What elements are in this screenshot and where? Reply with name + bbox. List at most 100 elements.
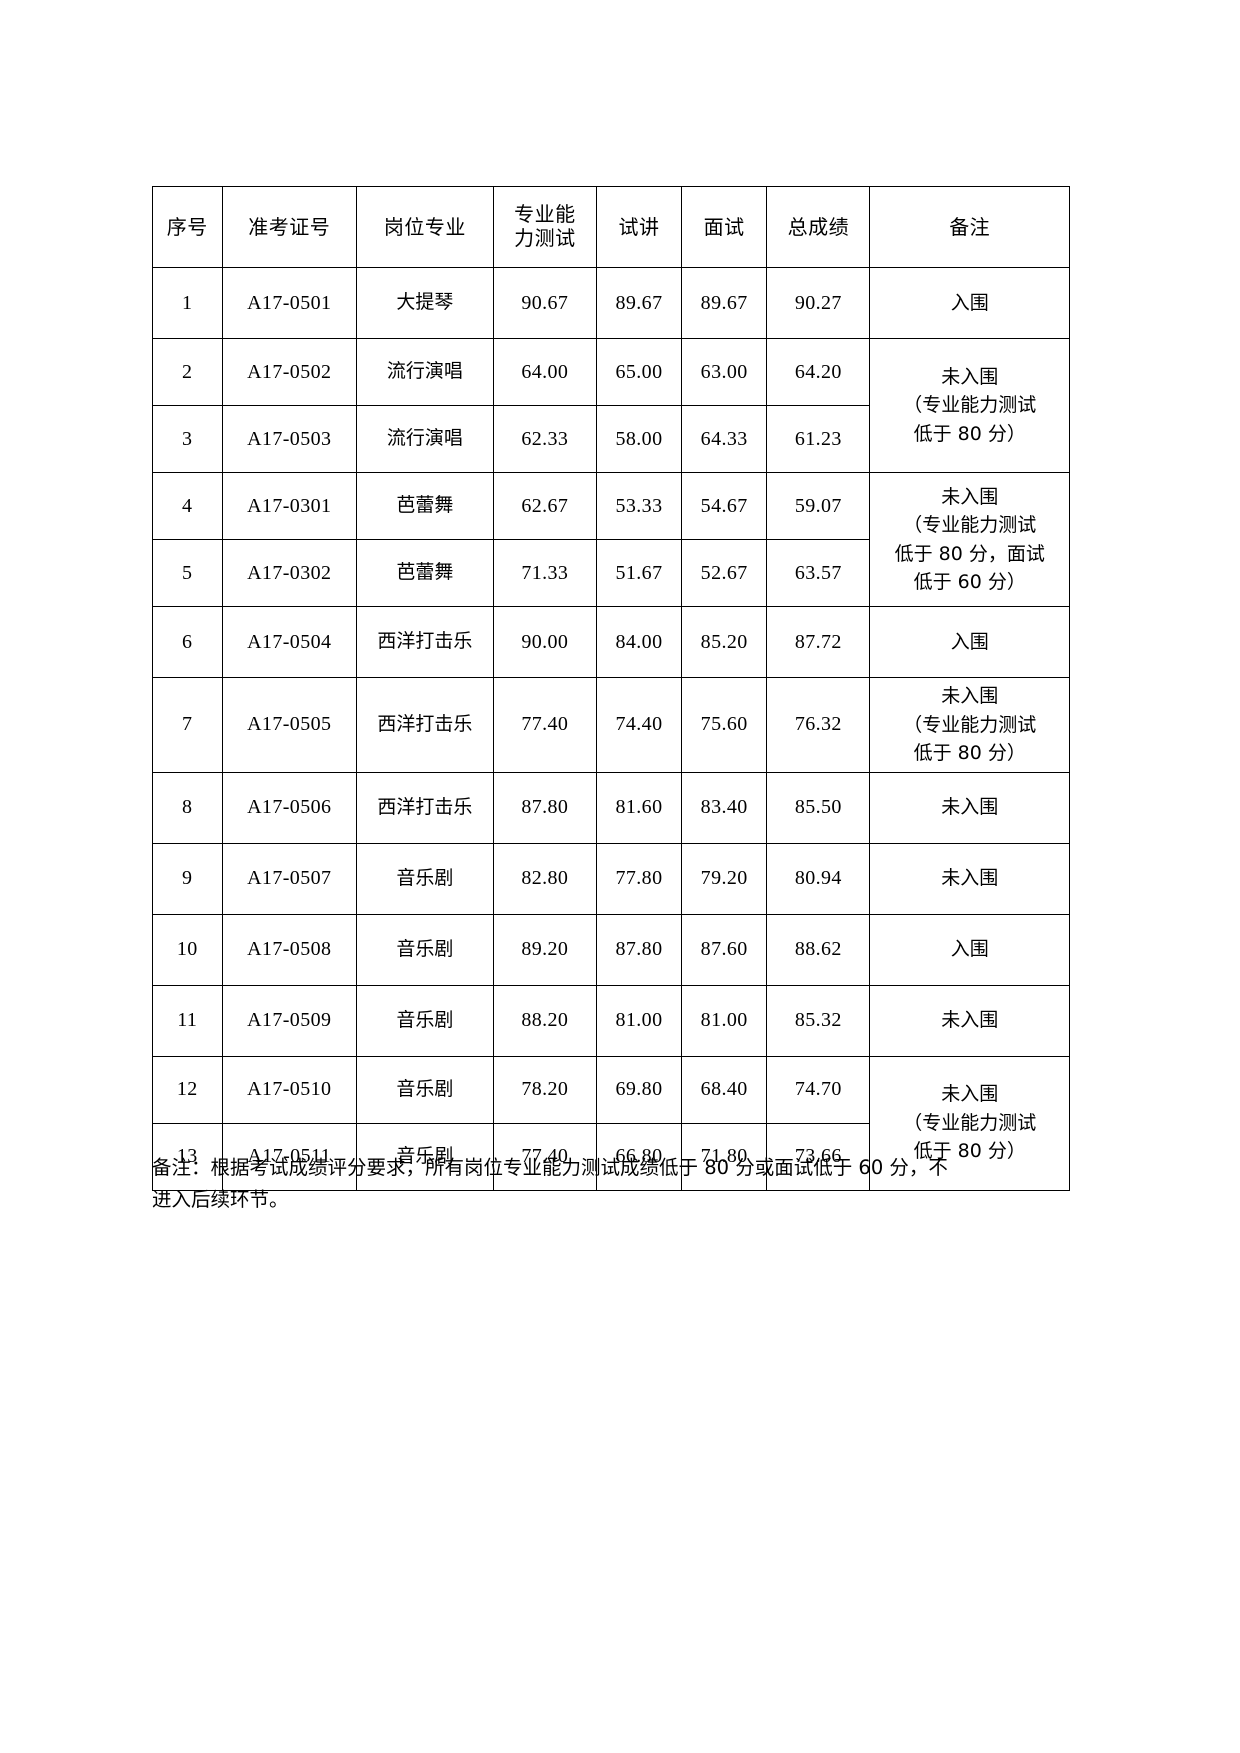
cell-ticket: A17-0504 bbox=[221, 606, 358, 678]
cell-ticket: A17-0507 bbox=[221, 842, 358, 915]
cell-ability: 77.40 bbox=[492, 1122, 597, 1191]
cell-total: 73.66 bbox=[766, 1122, 871, 1191]
table-row: 5 A17-0302 芭蕾舞 71.33 51.67 52.67 63.57 bbox=[152, 539, 1070, 607]
cell-ability: 64.00 bbox=[492, 338, 597, 406]
cell-seq: 8 bbox=[152, 771, 223, 844]
table-row: 3 A17-0503 流行演唱 62.33 58.00 64.33 61.23 bbox=[152, 405, 1070, 473]
remark-line-1: 未入围 bbox=[941, 1009, 999, 1032]
cell-ability: 82.80 bbox=[492, 842, 597, 915]
cell-remark: 未入围 bbox=[869, 771, 1070, 844]
table-row: 13 A17-0511 音乐剧 77.40 66.80 71.80 73.66 bbox=[152, 1122, 1070, 1191]
cell-ticket: A17-0510 bbox=[221, 1055, 358, 1124]
cell-interview: 85.20 bbox=[681, 606, 768, 678]
footnote: 备注：根据考试成绩评分要求，所有岗位专业能力测试成绩低于 80 分或面试低于 6… bbox=[152, 1152, 1082, 1215]
cell-interview: 52.67 bbox=[681, 539, 768, 607]
remark-line-3: 低于 80 分） bbox=[913, 1140, 1026, 1163]
cell-interview: 71.80 bbox=[681, 1122, 768, 1191]
cell-seq: 7 bbox=[152, 677, 223, 773]
cell-total: 90.27 bbox=[766, 267, 871, 339]
table-row: 2 A17-0502 流行演唱 64.00 65.00 63.00 64.20 … bbox=[152, 338, 1070, 473]
footnote-line-2: 进入后续环节。 bbox=[152, 1187, 289, 1211]
remark-line-1: 入围 bbox=[950, 630, 989, 653]
cell-ability: 77.40 bbox=[492, 677, 597, 773]
cell-lecture: 74.40 bbox=[595, 677, 683, 773]
cell-ticket: A17-0511 bbox=[221, 1122, 358, 1191]
remark-line-1: 未入围 bbox=[941, 1083, 999, 1106]
cell-major: 西洋打击乐 bbox=[356, 771, 494, 844]
cell-seq: 6 bbox=[152, 606, 223, 678]
cell-total: 59.07 bbox=[766, 472, 871, 540]
cell-ability: 90.67 bbox=[492, 267, 597, 339]
cell-ticket: A17-0302 bbox=[221, 539, 358, 607]
cell-total: 85.50 bbox=[766, 771, 871, 844]
cell-remark: 未入围 （专业能力测试 低于 80 分） bbox=[869, 1055, 1070, 1191]
cell-interview: 79.20 bbox=[681, 842, 768, 915]
col-header-major: 岗位专业 bbox=[356, 186, 494, 268]
cell-remark: 入围 bbox=[869, 913, 1070, 986]
remark-line-2: （专业能力测试 bbox=[903, 514, 1037, 536]
cell-lecture: 89.67 bbox=[595, 267, 683, 339]
cell-ability: 78.20 bbox=[492, 1055, 597, 1124]
cell-ability: 62.33 bbox=[492, 405, 597, 473]
col-header-ability: 专业能 力测试 bbox=[492, 186, 597, 268]
cell-remark: 未入围 （专业能力测试 低于 80 分） bbox=[869, 677, 1070, 773]
table-row: 4 A17-0301 芭蕾舞 62.67 53.33 54.67 59.07 未… bbox=[152, 472, 1070, 607]
remark-line-1: 未入围 bbox=[941, 867, 999, 890]
cell-interview: 75.60 bbox=[681, 677, 768, 773]
cell-seq: 5 bbox=[152, 539, 223, 607]
cell-ticket: A17-0301 bbox=[221, 472, 358, 540]
cell-interview: 83.40 bbox=[681, 771, 768, 844]
cell-lecture: 58.00 bbox=[595, 405, 683, 473]
cell-interview: 68.40 bbox=[681, 1055, 768, 1124]
cell-remark: 入围 bbox=[869, 267, 1070, 339]
cell-total: 76.32 bbox=[766, 677, 871, 773]
cell-lecture: 51.67 bbox=[595, 539, 683, 607]
col-header-remark: 备注 bbox=[869, 186, 1070, 268]
remark-line-3: 低于 80 分，面试 bbox=[894, 542, 1045, 565]
col-header-total: 总成绩 bbox=[766, 186, 871, 268]
remark-line-1: 入围 bbox=[950, 938, 989, 961]
cell-major: 音乐剧 bbox=[356, 913, 494, 986]
cell-ticket: A17-0503 bbox=[221, 405, 358, 473]
cell-lecture: 69.80 bbox=[595, 1055, 683, 1124]
remark-line-2: （专业能力测试 bbox=[903, 1111, 1037, 1134]
cell-total: 85.32 bbox=[766, 984, 871, 1057]
score-table: 序号 准考证号 岗位专业 专业能 力测试 试讲 面试 总成绩 备注 1 A17-… bbox=[152, 186, 1070, 1191]
cell-interview: 89.67 bbox=[681, 267, 768, 339]
cell-interview: 81.00 bbox=[681, 984, 768, 1057]
cell-seq: 12 bbox=[152, 1055, 223, 1124]
cell-ability: 87.80 bbox=[492, 771, 597, 844]
cell-ability: 88.20 bbox=[492, 984, 597, 1057]
remark-line-2: （专业能力测试 bbox=[903, 394, 1037, 417]
cell-major: 流行演唱 bbox=[356, 405, 494, 473]
cell-ability: 90.00 bbox=[492, 606, 597, 678]
cell-major: 流行演唱 bbox=[356, 338, 494, 406]
remark-line-3: 低于 80 分） bbox=[913, 742, 1026, 764]
cell-lecture: 65.00 bbox=[595, 338, 683, 406]
cell-total: 87.72 bbox=[766, 606, 871, 678]
cell-total: 61.23 bbox=[766, 405, 871, 473]
table-row: 6 A17-0504 西洋打击乐 90.00 84.00 85.20 87.72… bbox=[152, 606, 1070, 678]
table-row: 9 A17-0507 音乐剧 82.80 77.80 79.20 80.94 未… bbox=[152, 842, 1070, 915]
cell-seq: 13 bbox=[152, 1122, 223, 1191]
cell-remark: 入围 bbox=[869, 606, 1070, 678]
cell-major: 音乐剧 bbox=[356, 1055, 494, 1124]
table-row: 1 A17-0501 大提琴 90.67 89.67 89.67 90.27 入… bbox=[152, 267, 1070, 339]
score-table-container: 序号 准考证号 岗位专业 专业能 力测试 试讲 面试 总成绩 备注 1 A17-… bbox=[152, 186, 1070, 1191]
cell-ticket: A17-0509 bbox=[221, 984, 358, 1057]
cell-ticket: A17-0502 bbox=[221, 338, 358, 406]
cell-ability: 62.67 bbox=[492, 472, 597, 540]
col-header-ability-line2: 力测试 bbox=[514, 226, 576, 250]
cell-major: 音乐剧 bbox=[356, 842, 494, 915]
cell-interview: 87.60 bbox=[681, 913, 768, 986]
cell-seq: 11 bbox=[152, 984, 223, 1057]
cell-lecture: 66.80 bbox=[595, 1122, 683, 1191]
cell-seq: 10 bbox=[152, 913, 223, 986]
col-header-lecture: 试讲 bbox=[595, 186, 683, 268]
cell-major: 西洋打击乐 bbox=[356, 677, 494, 773]
cell-interview: 64.33 bbox=[681, 405, 768, 473]
cell-lecture: 53.33 bbox=[595, 472, 683, 540]
cell-ticket: A17-0505 bbox=[221, 677, 358, 773]
remark-line-3: 低于 80 分） bbox=[913, 422, 1026, 445]
